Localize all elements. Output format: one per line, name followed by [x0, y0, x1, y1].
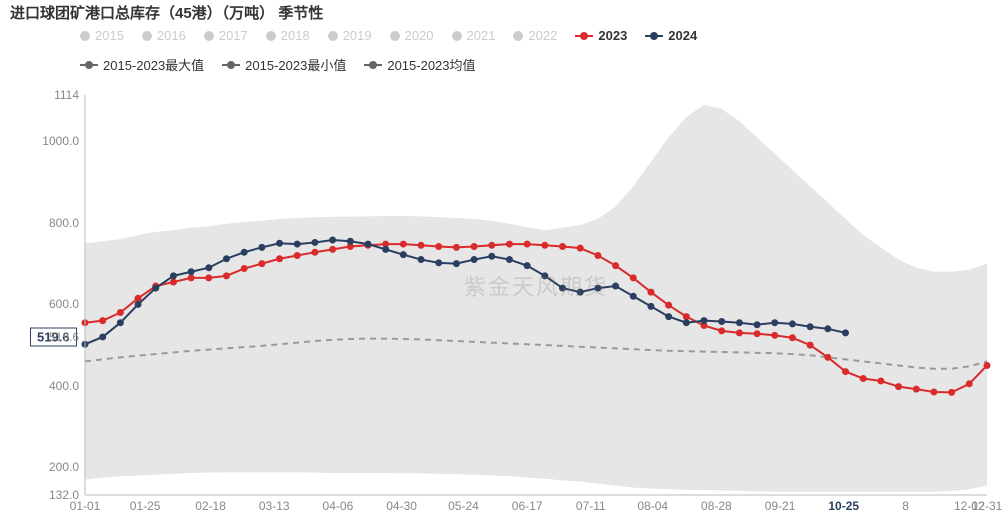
legend-item-2021[interactable]: 2021 — [452, 28, 496, 43]
chart-title: 进口球团矿港口总库存（45港）（万吨） 季节性 — [10, 2, 323, 23]
legend-label: 2022 — [528, 28, 557, 43]
legend-dot-icon — [80, 31, 90, 41]
x-axis-label: 12-31 — [972, 499, 1003, 513]
x-axis-label: 08-28 — [701, 499, 732, 513]
legend-dot-icon — [390, 31, 400, 41]
legend-dot-icon — [452, 31, 462, 41]
legend-label: 2024 — [668, 28, 697, 43]
legend-line-icon — [645, 35, 663, 37]
legend-label: 2015 — [95, 28, 124, 43]
y-axis-label: 400.0 — [49, 379, 79, 393]
legend-item-2015[interactable]: 2015 — [80, 28, 124, 43]
x-axis-label: 02-18 — [195, 499, 226, 513]
x-axis-label: 09-21 — [765, 499, 796, 513]
x-axis-label: 01-01 — [70, 499, 101, 513]
legend-item-2024[interactable]: 2024 — [645, 28, 697, 43]
legend-item-2023[interactable]: 2023 — [575, 28, 627, 43]
chart-container: 进口球团矿港口总库存（45港）（万吨） 季节性 2015 2016 2017 2018… — [0, 0, 1005, 520]
x-axis-label: 06-17 — [512, 499, 543, 513]
legend-item-2022[interactable]: 2022 — [513, 28, 557, 43]
x-axis-label: 01-25 — [130, 499, 161, 513]
legend-label: 2016 — [157, 28, 186, 43]
x-axis-label: 8 — [902, 499, 909, 513]
legend-item-range[interactable]: 2015-2023最小值 — [222, 55, 346, 74]
legend-line-icon — [222, 64, 240, 66]
x-axis-label: 08-04 — [637, 499, 668, 513]
y-axis-label: 600.0 — [49, 297, 79, 311]
legend-label: 2017 — [219, 28, 248, 43]
legend-item-2017[interactable]: 2017 — [204, 28, 248, 43]
legend-line-icon — [575, 35, 593, 37]
legend-line-icon — [364, 64, 382, 66]
x-axis-label: 04-06 — [323, 499, 354, 513]
legend-label: 2019 — [343, 28, 372, 43]
legend: 2015 2016 2017 2018 2019 2020 2021 2022 2023 2024… — [80, 28, 985, 74]
legend-dot-icon — [513, 31, 523, 41]
legend-label: 2021 — [467, 28, 496, 43]
y-axis-label: 519.6 — [49, 330, 79, 344]
legend-item-2018[interactable]: 2018 — [266, 28, 310, 43]
legend-dot-icon — [204, 31, 214, 41]
legend-item-2019[interactable]: 2019 — [328, 28, 372, 43]
x-axis-label: 03-13 — [259, 499, 290, 513]
legend-dot-icon — [142, 31, 152, 41]
x-axis-label: 04-30 — [386, 499, 417, 513]
legend-dot-icon — [266, 31, 276, 41]
x-axis-label: 10-25 — [828, 499, 859, 513]
legend-line-icon — [80, 64, 98, 66]
legend-dot-icon — [328, 31, 338, 41]
range-band — [85, 105, 987, 492]
legend-item-2020[interactable]: 2020 — [390, 28, 434, 43]
x-axis-label: 05-24 — [448, 499, 479, 513]
legend-label: 2015-2023均值 — [387, 55, 475, 74]
legend-item-2016[interactable]: 2016 — [142, 28, 186, 43]
legend-label: 2018 — [281, 28, 310, 43]
y-axis-label: 1114 — [54, 88, 79, 102]
y-axis-label: 200.0 — [49, 460, 79, 474]
x-axis-label: 07-11 — [576, 499, 606, 513]
y-axis-label: 1000.0 — [42, 134, 79, 148]
y-axis-label: 800.0 — [49, 216, 79, 230]
chart-svg — [85, 95, 987, 495]
legend-item-range[interactable]: 2015-2023均值 — [364, 55, 475, 74]
plot-area: 紫金天风期货 519.6 132.0200.0400.0519.6600.080… — [85, 95, 987, 495]
legend-label: 2015-2023最大值 — [103, 55, 204, 74]
legend-item-range[interactable]: 2015-2023最大值 — [80, 55, 204, 74]
legend-label: 2023 — [598, 28, 627, 43]
legend-label: 2015-2023最小值 — [245, 55, 346, 74]
legend-label: 2020 — [405, 28, 434, 43]
